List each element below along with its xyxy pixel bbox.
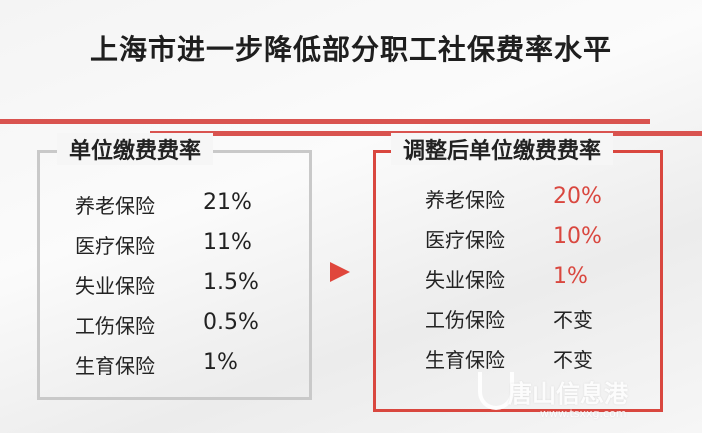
- arrow-right-icon: [330, 262, 350, 282]
- panel-heading: 单位缴费费率: [57, 133, 214, 165]
- rate-label: 工伤保险: [425, 308, 505, 332]
- rate-label: 失业保险: [425, 268, 505, 292]
- rate-label: 医疗保险: [425, 228, 505, 252]
- rate-row: 养老保险 21%: [75, 190, 252, 219]
- rate-value: 1.5%: [203, 270, 259, 295]
- rate-value: 10%: [553, 224, 602, 249]
- rate-row: 失业保险 1%: [425, 264, 588, 293]
- rate-label: 养老保险: [75, 194, 155, 218]
- rate-value: 11%: [203, 230, 252, 255]
- rate-row: 养老保险 20%: [425, 184, 602, 213]
- rate-value: 20%: [553, 184, 602, 209]
- rate-value: 不变: [553, 308, 593, 332]
- rate-label: 医疗保险: [75, 234, 155, 258]
- rate-row: 生育保险 不变: [425, 344, 593, 373]
- rate-value: 不变: [553, 348, 593, 372]
- rate-row: 医疗保险 11%: [75, 230, 252, 259]
- adjusted-rates-panel: 调整后单位缴费费率 养老保险 20% 医疗保险 10% 失业保险 1% 工伤保险 不变 …: [373, 133, 663, 412]
- panel-heading: 调整后单位缴费费率: [391, 133, 614, 165]
- rate-value: 0.5%: [203, 310, 259, 335]
- rate-label: 生育保险: [425, 348, 505, 372]
- rate-value: 21%: [203, 190, 252, 215]
- rate-value: 1%: [553, 264, 588, 289]
- rate-row: 生育保险 1%: [75, 350, 238, 379]
- rate-row: 工伤保险 0.5%: [75, 310, 259, 339]
- rate-value: 1%: [203, 350, 238, 375]
- rate-row: 工伤保险 不变: [425, 304, 593, 333]
- divider-line: [0, 119, 650, 124]
- watermark-name: 唐山信息港: [508, 380, 628, 408]
- page-title: 上海市进一步降低部分职工社保费率水平: [89, 33, 612, 66]
- watermark: 唐山信息港 www.tsxxg.com: [508, 374, 628, 420]
- watermark-url: www.tsxxg.com: [540, 407, 627, 420]
- rate-row: 医疗保险 10%: [425, 224, 602, 253]
- rate-label: 养老保险: [425, 188, 505, 212]
- rate-label: 工伤保险: [75, 314, 155, 338]
- rate-label: 失业保险: [75, 274, 155, 298]
- current-rates-panel: 单位缴费费率 养老保险 21% 医疗保险 11% 失业保险 1.5% 工伤保险 0.5%…: [37, 133, 312, 400]
- watermark-logo-icon: [478, 372, 514, 410]
- rate-row: 失业保险 1.5%: [75, 270, 259, 299]
- rate-label: 生育保险: [75, 354, 155, 378]
